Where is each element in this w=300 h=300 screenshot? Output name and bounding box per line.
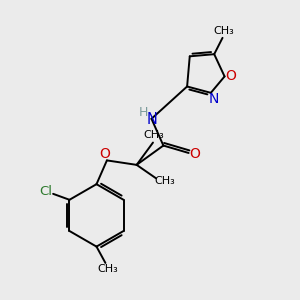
Text: O: O xyxy=(189,148,200,161)
Text: CH₃: CH₃ xyxy=(154,176,175,186)
Text: N: N xyxy=(208,92,219,106)
Text: CH₃: CH₃ xyxy=(143,130,164,140)
Text: O: O xyxy=(99,147,110,161)
Text: CH₃: CH₃ xyxy=(97,265,118,275)
Text: N: N xyxy=(146,112,157,127)
Text: H: H xyxy=(139,106,148,119)
Text: Cl: Cl xyxy=(39,185,52,198)
Text: CH₃: CH₃ xyxy=(214,26,234,36)
Text: O: O xyxy=(226,69,237,83)
